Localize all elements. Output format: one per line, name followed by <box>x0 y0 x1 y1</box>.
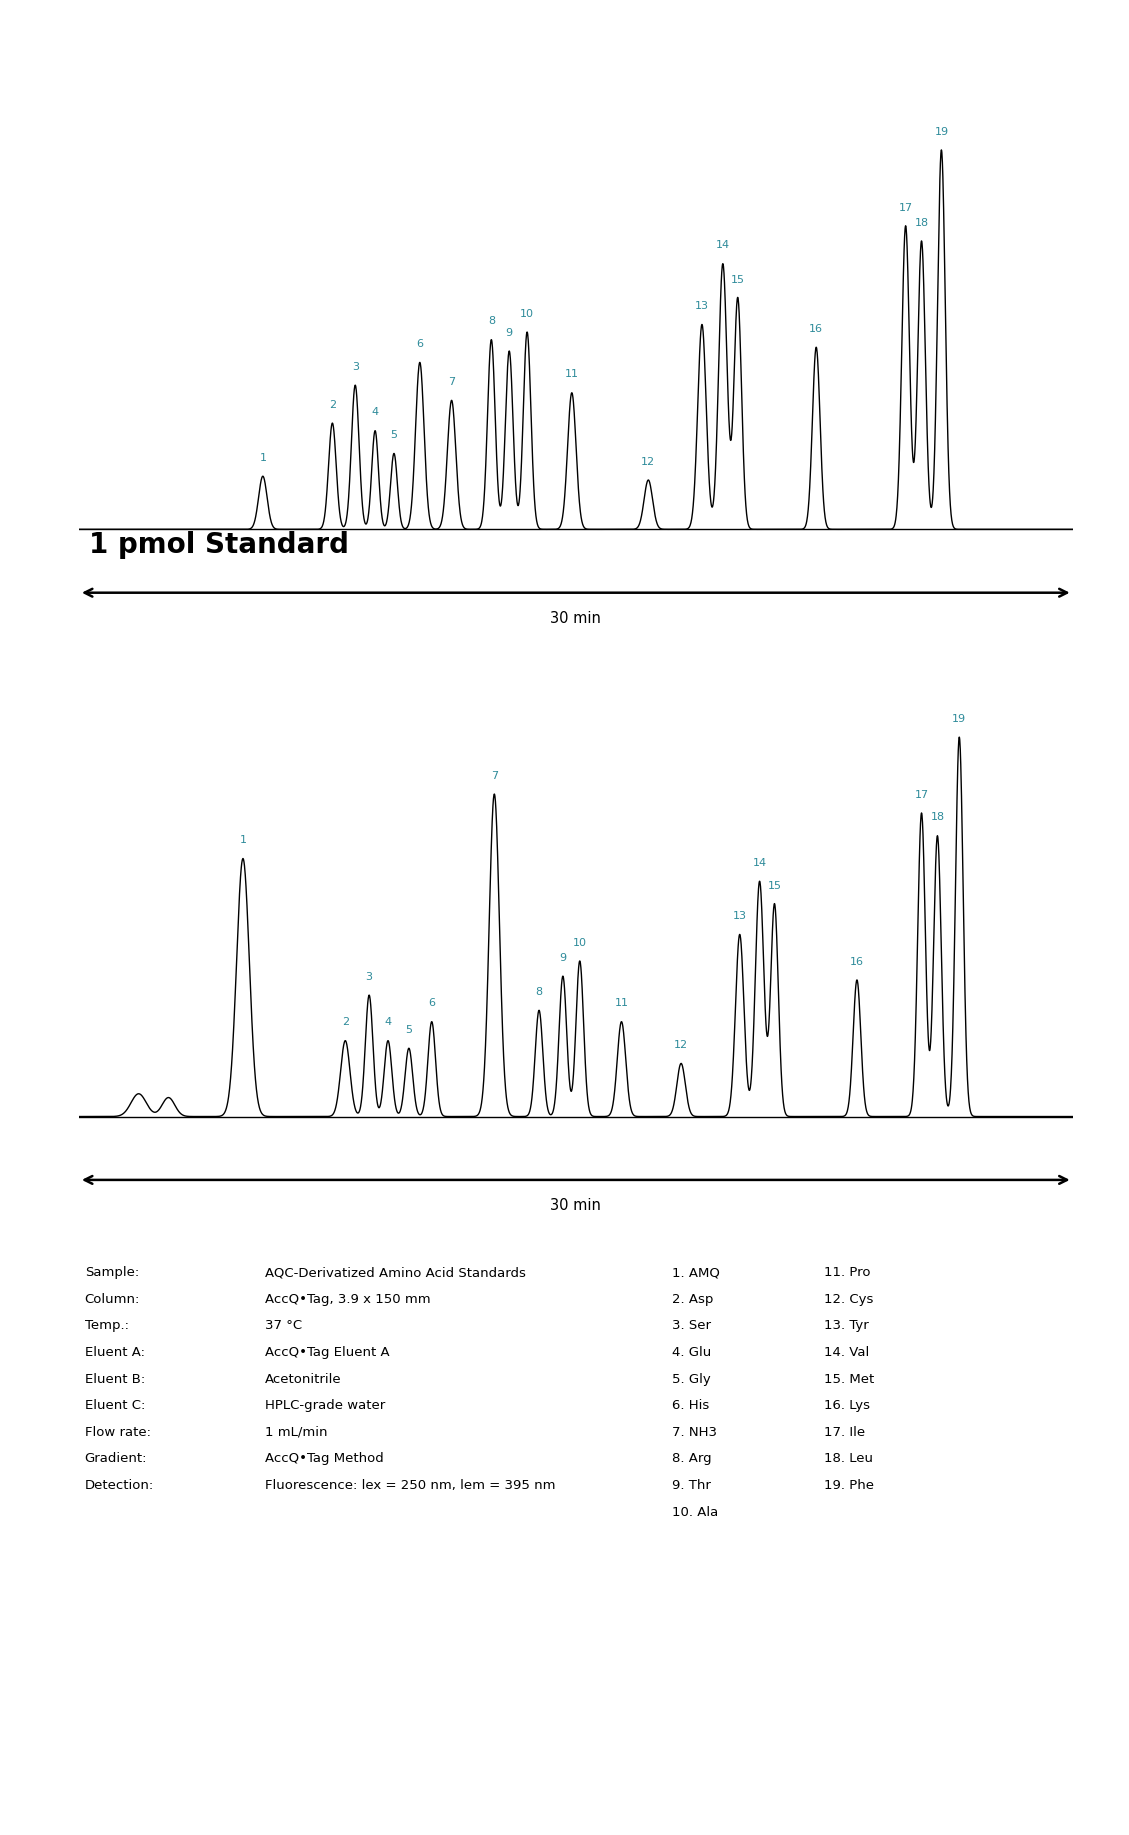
Text: 4. Glu: 4. Glu <box>672 1347 711 1360</box>
Text: 18: 18 <box>914 218 928 228</box>
Text: 9: 9 <box>506 328 513 338</box>
Text: 4: 4 <box>371 407 378 417</box>
Text: HPLC-grade water: HPLC-grade water <box>265 1398 386 1413</box>
Text: 6: 6 <box>428 998 436 1009</box>
Text: 17: 17 <box>914 789 928 800</box>
Text: AccQ•Tag Method: AccQ•Tag Method <box>265 1453 384 1466</box>
Text: 5: 5 <box>391 429 397 440</box>
Text: 11. Pro: 11. Pro <box>824 1266 870 1279</box>
Text: 3: 3 <box>366 973 373 982</box>
Text: 9. Thr: 9. Thr <box>672 1479 710 1492</box>
Text: 13: 13 <box>695 301 709 312</box>
Text: AccQ•Tag, 3.9 x 150 mm: AccQ•Tag, 3.9 x 150 mm <box>265 1292 431 1307</box>
Text: Eluent C:: Eluent C: <box>85 1398 145 1413</box>
Text: Fluorescence: lex = 250 nm, lem = 395 nm: Fluorescence: lex = 250 nm, lem = 395 nm <box>265 1479 555 1492</box>
Text: 14: 14 <box>716 240 729 250</box>
Text: Eluent A:: Eluent A: <box>85 1347 145 1360</box>
Text: AQC-Derivatized Amino Acid Standards: AQC-Derivatized Amino Acid Standards <box>265 1266 526 1279</box>
Text: 37 °C: 37 °C <box>265 1319 303 1332</box>
Text: Column:: Column: <box>85 1292 140 1307</box>
Text: 7: 7 <box>491 771 498 780</box>
Text: 5. Gly: 5. Gly <box>672 1373 710 1385</box>
Text: Sample:: Sample: <box>85 1266 139 1279</box>
Text: 10: 10 <box>520 308 534 319</box>
Text: 30 min: 30 min <box>550 611 602 626</box>
Text: 16: 16 <box>809 325 823 334</box>
Text: 10: 10 <box>572 938 587 947</box>
Text: 5: 5 <box>405 1026 412 1035</box>
Text: 19: 19 <box>952 714 966 723</box>
Text: 6: 6 <box>417 339 423 349</box>
Text: 19. Phe: 19. Phe <box>824 1479 874 1492</box>
Text: 3. Ser: 3. Ser <box>672 1319 711 1332</box>
Text: AccQ•Tag Eluent A: AccQ•Tag Eluent A <box>265 1347 390 1360</box>
Text: 2: 2 <box>329 400 336 409</box>
Text: 1: 1 <box>260 453 266 462</box>
Text: 17: 17 <box>899 202 912 213</box>
Text: 12: 12 <box>641 457 655 466</box>
Text: Flow rate:: Flow rate: <box>85 1426 150 1439</box>
Text: 14: 14 <box>753 859 767 868</box>
Text: 7: 7 <box>448 376 455 387</box>
Text: 6. His: 6. His <box>672 1398 709 1413</box>
Text: 15. Met: 15. Met <box>824 1373 875 1385</box>
Text: 1 mL/min: 1 mL/min <box>265 1426 327 1439</box>
Text: 9: 9 <box>559 952 567 963</box>
Text: 19: 19 <box>935 127 948 136</box>
Text: 1: 1 <box>239 835 246 846</box>
Text: 10. Ala: 10. Ala <box>672 1505 718 1519</box>
Text: Temp.:: Temp.: <box>85 1319 129 1332</box>
Text: 12: 12 <box>674 1040 689 1050</box>
Text: 11: 11 <box>564 369 579 380</box>
Text: 15: 15 <box>768 881 781 890</box>
Text: 1. AMQ: 1. AMQ <box>672 1266 719 1279</box>
Text: 13. Tyr: 13. Tyr <box>824 1319 869 1332</box>
Text: 1 pmol Standard: 1 pmol Standard <box>89 530 349 560</box>
Text: 18: 18 <box>930 813 945 822</box>
Text: 30 min: 30 min <box>550 1198 602 1213</box>
Text: 4: 4 <box>385 1017 392 1028</box>
Text: 13: 13 <box>733 912 746 921</box>
Text: 17. Ile: 17. Ile <box>824 1426 865 1439</box>
Text: Eluent B:: Eluent B: <box>85 1373 145 1385</box>
Text: Gradient:: Gradient: <box>85 1453 147 1466</box>
Text: 2. Asp: 2. Asp <box>672 1292 714 1307</box>
Text: 16: 16 <box>850 956 864 967</box>
Text: 12. Cys: 12. Cys <box>824 1292 874 1307</box>
Text: 2: 2 <box>342 1017 349 1028</box>
Text: 14. Val: 14. Val <box>824 1347 869 1360</box>
Text: 7. NH3: 7. NH3 <box>672 1426 717 1439</box>
Text: 11: 11 <box>614 998 629 1009</box>
Text: Detection:: Detection: <box>85 1479 154 1492</box>
Text: 16. Lys: 16. Lys <box>824 1398 870 1413</box>
Text: 8: 8 <box>535 987 543 996</box>
Text: 15: 15 <box>730 275 745 284</box>
Text: 3: 3 <box>352 361 359 373</box>
Text: Acetonitrile: Acetonitrile <box>265 1373 342 1385</box>
Text: 18. Leu: 18. Leu <box>824 1453 873 1466</box>
Text: 8. Arg: 8. Arg <box>672 1453 711 1466</box>
Text: 8: 8 <box>488 316 495 327</box>
